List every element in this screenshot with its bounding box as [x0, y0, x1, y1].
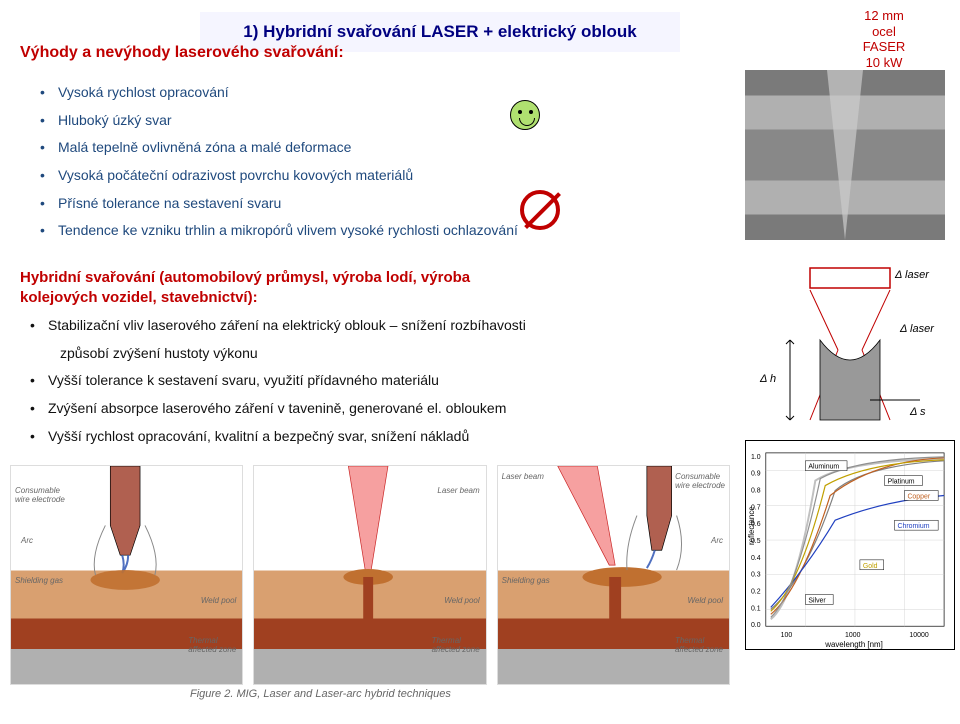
label-thermal: Thermalaffected zone [432, 636, 480, 654]
metal-label: Silver [808, 597, 826, 604]
dh-label: Δ h [759, 373, 776, 385]
hybrid-bullets: Stabilizační vliv laserového záření na e… [30, 315, 690, 453]
svg-text:0.3: 0.3 [751, 572, 761, 579]
ds-label: Δ s [909, 406, 926, 418]
label-shielding: Shielding gas [15, 576, 63, 585]
reflectance-chart: 1.00.90.8 0.70.60.5 0.40.30.2 0.10.0 100… [745, 440, 955, 650]
svg-text:1000: 1000 [845, 632, 861, 639]
hybrid-item: Vyšší rychlost opracování, kvalitní a be… [30, 426, 690, 448]
advantage-item: Malá tepelně ovlivněná zóna a malé defor… [40, 137, 690, 159]
svg-text:1.0: 1.0 [751, 454, 761, 461]
callout-line4: 10 kW [866, 55, 903, 70]
metal-label: Chromium [898, 523, 930, 530]
metal-label: Platinum [888, 479, 915, 486]
advantage-item: Vysoká počáteční odrazivost povrchu kovo… [40, 165, 690, 187]
advantage-item: Vysoká rychlost opracování [40, 82, 690, 104]
dlaser-label-2: Δ laser [899, 323, 935, 335]
label-weldpool: Weld pool [444, 596, 479, 605]
dlaser-label-1: Δ laser [894, 269, 930, 281]
svg-text:0.9: 0.9 [751, 471, 761, 478]
advantages-list: Vysoká rychlost opracování Hluboký úzký … [40, 82, 690, 248]
smiley-icon [510, 100, 540, 130]
callout-weld-params: 12 mm ocel FASER 10 kW [850, 8, 918, 70]
metal-label: Aluminum [808, 464, 839, 471]
advantage-item: Přísné tolerance na sestavení svaru [40, 193, 690, 215]
hybrid-heading: Hybridní svařování (automobilový průmysl… [20, 268, 480, 307]
weld-seam [827, 70, 863, 240]
label-consumable: Consumablewire electrode [15, 486, 65, 504]
chart-xlabel: wavelength [nm] [824, 640, 883, 649]
callout-line1: 12 mm [864, 8, 904, 23]
hybrid-item: Zvýšení absorpce laserového záření v tav… [30, 398, 690, 420]
hybrid-item-sub: způsobí zvýšení hustoty výkonu [30, 343, 690, 365]
label-shielding: Shielding gas [502, 576, 550, 585]
label-laserbeam: Laser beam [437, 486, 479, 495]
svg-text:100: 100 [781, 632, 793, 639]
laser-focal-diagram: Δ h Δ s Δ laser Δ laser [750, 260, 950, 430]
hybrid-item: Stabilizační vliv laserového záření na e… [30, 315, 690, 337]
metal-label: Gold [863, 563, 878, 570]
label-consumable: Consumablewire electrode [675, 472, 725, 490]
subtitle: Výhody a nevýhody laserového svařování: [20, 44, 344, 62]
label-thermal: Thermalaffected zone [188, 636, 236, 654]
prohibited-icon [520, 190, 560, 230]
callout-line3: FASER [863, 39, 906, 54]
technique-diagrams-row: Consumablewire electrode Arc Shielding g… [10, 465, 730, 685]
svg-text:0.2: 0.2 [751, 589, 761, 596]
label-laserbeam: Laser beam [502, 472, 544, 481]
chart-ylabel: reflectance [747, 506, 756, 545]
mig-panel: Consumablewire electrode Arc Shielding g… [10, 465, 243, 685]
label-arc: Arc [711, 536, 723, 545]
label-weldpool: Weld pool [688, 596, 723, 605]
hybrid-item: Vyšší tolerance k sestavení svaru, využi… [30, 370, 690, 392]
svg-text:0.8: 0.8 [751, 488, 761, 495]
label-arc: Arc [21, 536, 33, 545]
label-thermal: Thermalaffected zone [675, 636, 723, 654]
figure-caption: Figure 2. MIG, Laser and Laser-arc hybri… [190, 688, 451, 700]
laser-panel: Laser beam Weld pool Thermalaffected zon… [253, 465, 486, 685]
weld-cross-section-image [745, 70, 945, 240]
label-weldpool: Weld pool [201, 596, 236, 605]
callout-line2: ocel [872, 24, 896, 39]
advantage-item: Tendence ke vzniku trhlin a mikropórů vl… [40, 220, 690, 242]
metal-label: Copper [907, 493, 930, 500]
advantage-item: Hluboký úzký svar [40, 110, 690, 132]
svg-text:10000: 10000 [909, 632, 928, 639]
hybrid-panel: Laser beam Consumablewire electrode Arc … [497, 465, 730, 685]
svg-text:0.0: 0.0 [751, 622, 761, 629]
svg-text:0.1: 0.1 [751, 605, 761, 612]
svg-text:0.4: 0.4 [751, 555, 761, 562]
